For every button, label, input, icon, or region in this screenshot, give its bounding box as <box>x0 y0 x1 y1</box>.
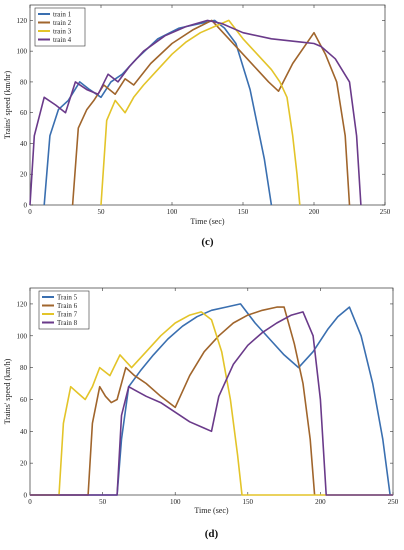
x-axis-label: Time (sec) <box>190 217 224 226</box>
x-tick-label: 150 <box>238 208 249 216</box>
legend-label: Train 5 <box>57 294 78 302</box>
legend-label: Train 6 <box>57 302 78 310</box>
y-tick-label: 40 <box>20 140 28 148</box>
y-tick-label: 120 <box>17 17 28 25</box>
x-axis-label: Time (sec) <box>194 506 228 515</box>
y-axis-label: Trains' speed (km/h) <box>3 358 12 424</box>
y-tick-label: 0 <box>24 202 28 210</box>
y-tick-label: 120 <box>17 300 28 308</box>
y-tick-label: 20 <box>20 460 28 468</box>
y-tick-label: 80 <box>20 78 28 86</box>
x-tick-label: 0 <box>28 498 32 506</box>
x-tick-label: 200 <box>309 208 320 216</box>
y-tick-label: 40 <box>20 428 28 436</box>
y-tick-label: 60 <box>20 109 28 117</box>
x-tick-label: 200 <box>315 498 326 506</box>
x-tick-label: 250 <box>388 498 399 506</box>
legend-label: train 3 <box>53 28 72 36</box>
y-tick-label: 0 <box>24 492 28 500</box>
legend-label: Train 7 <box>57 311 78 319</box>
x-tick-label: 250 <box>380 208 391 216</box>
x-tick-label: 0 <box>28 208 32 216</box>
x-tick-label: 100 <box>167 208 178 216</box>
y-tick-label: 60 <box>20 396 28 404</box>
series-line-2 <box>30 306 316 496</box>
panel-label: (d) <box>205 528 219 540</box>
y-tick-label: 100 <box>17 48 28 56</box>
y-tick-label: 100 <box>17 332 28 340</box>
x-tick-label: 100 <box>170 498 181 506</box>
series-line-4 <box>29 19 362 206</box>
x-tick-label: 50 <box>98 208 106 216</box>
y-axis-label: Trains' speed (km/hr) <box>3 71 12 140</box>
x-tick-label: 150 <box>243 498 254 506</box>
legend-label: train 1 <box>53 11 72 19</box>
legend-label: train 2 <box>53 19 72 27</box>
series-line-1 <box>30 303 391 496</box>
panel-label: (c) <box>201 236 214 248</box>
series-line-4 <box>30 311 393 496</box>
plot-area <box>29 4 386 206</box>
legend-label: train 4 <box>53 36 72 44</box>
x-tick-label: 50 <box>99 498 107 506</box>
series-line-3 <box>30 311 393 496</box>
y-tick-label: 80 <box>20 364 28 372</box>
y-tick-label: 20 <box>20 171 28 179</box>
legend-label: Train 8 <box>57 319 78 327</box>
series-line-3 <box>100 19 301 206</box>
